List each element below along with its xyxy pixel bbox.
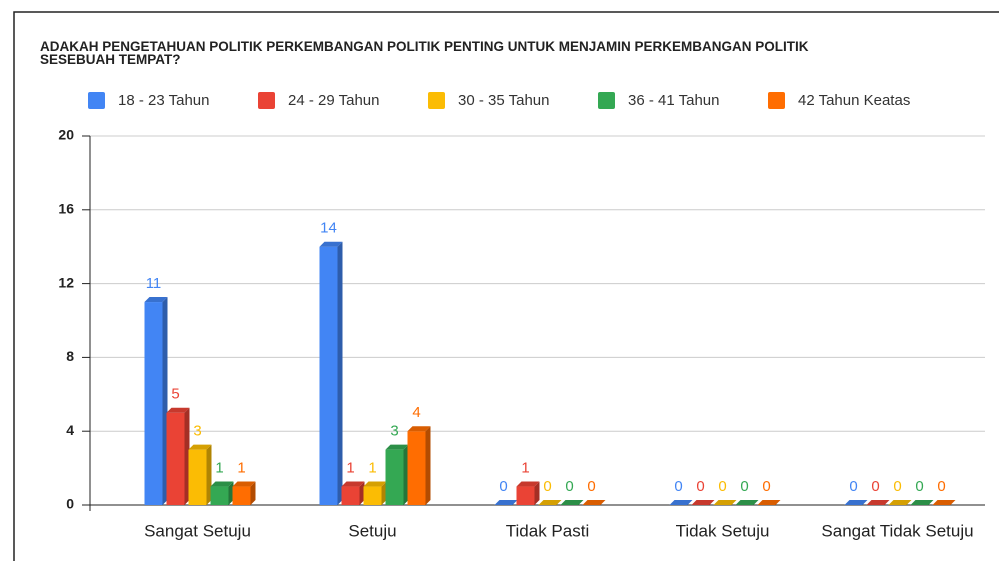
bar-top: [669, 500, 693, 505]
legend-swatch: [88, 92, 105, 109]
x-tick-label: Tidak Pasti: [506, 521, 589, 540]
bar: [385, 449, 404, 505]
data-label: 1: [521, 460, 529, 477]
bar: [341, 486, 360, 505]
bar-top: [757, 500, 781, 505]
data-label: 0: [718, 478, 726, 495]
data-label: 3: [390, 423, 398, 440]
bar-top: [188, 444, 212, 450]
bar-top: [866, 500, 890, 505]
bar-top: [691, 500, 715, 505]
bar-top: [516, 481, 540, 487]
bar-side: [184, 407, 190, 505]
x-tick-label: Tidak Setuju: [676, 521, 770, 540]
legend-label: 42 Tahun Keatas: [798, 92, 910, 109]
bar-top: [735, 500, 759, 505]
bar-top: [210, 481, 234, 487]
y-tick-label: 8: [66, 348, 74, 364]
bar-top: [166, 407, 190, 413]
data-label: 3: [193, 423, 201, 440]
data-label: 1: [368, 460, 376, 477]
y-tick-label: 16: [58, 201, 74, 217]
data-label: 0: [871, 478, 879, 495]
data-label: 0: [937, 478, 945, 495]
data-label: 0: [893, 478, 901, 495]
bar-top: [932, 500, 956, 505]
data-label: 11: [146, 275, 162, 292]
data-label: 0: [740, 478, 748, 495]
bar-side: [381, 481, 387, 505]
bar: [144, 302, 163, 505]
y-tick-label: 4: [66, 422, 74, 438]
bar: [319, 246, 338, 505]
y-tick-label: 0: [66, 496, 74, 512]
x-tick-label: Sangat Tidak Setuju: [821, 521, 973, 540]
data-label: 0: [543, 478, 551, 495]
bar-top: [385, 444, 409, 450]
legend-label: 18 - 23 Tahun: [118, 92, 209, 109]
bar-side: [250, 481, 256, 505]
data-label: 0: [762, 478, 770, 495]
data-label: 14: [320, 220, 337, 237]
bar-top: [341, 481, 365, 487]
data-label: 4: [412, 404, 420, 421]
bar: [210, 486, 229, 505]
legend-swatch: [428, 92, 445, 109]
data-label: 5: [171, 386, 179, 403]
bar-side: [162, 297, 168, 505]
bar: [188, 449, 207, 505]
legend-swatch: [598, 92, 615, 109]
bar-top: [844, 500, 868, 505]
x-tick-label: Setuju: [348, 521, 396, 540]
data-label: 0: [696, 478, 704, 495]
y-tick-label: 12: [58, 274, 74, 290]
bar-top: [407, 426, 431, 432]
data-label: 1: [237, 460, 245, 477]
bar-side: [403, 444, 409, 505]
data-label: 0: [915, 478, 923, 495]
bar: [166, 412, 185, 505]
data-label: 0: [587, 478, 595, 495]
bar-side: [228, 481, 234, 505]
bar-side: [534, 481, 540, 505]
data-label: 1: [215, 460, 223, 477]
bar: [407, 431, 426, 505]
bar-top: [232, 481, 256, 487]
data-label: 0: [565, 478, 573, 495]
legend-swatch: [768, 92, 785, 109]
x-tick-label: Sangat Setuju: [144, 521, 251, 540]
legend-label: 30 - 35 Tahun: [458, 92, 549, 109]
chart-title: ADAKAH PENGETAHUAN POLITIK PERKEMBANGAN …: [40, 39, 809, 67]
legend-swatch: [258, 92, 275, 109]
bar: [232, 486, 251, 505]
data-label: 1: [346, 460, 354, 477]
data-label: 0: [499, 478, 507, 495]
bar-top: [538, 500, 562, 505]
bar-side: [425, 426, 431, 505]
bar-top: [910, 500, 934, 505]
bar-top: [560, 500, 584, 505]
bar-top: [363, 481, 387, 487]
y-tick-label: 20: [58, 127, 74, 143]
legend-label: 36 - 41 Tahun: [628, 92, 719, 109]
bar-top: [888, 500, 912, 505]
bar-side: [337, 241, 343, 505]
bar: [363, 486, 382, 505]
legend-label: 24 - 29 Tahun: [288, 92, 379, 109]
bar-top: [582, 500, 606, 505]
bar-top: [319, 241, 343, 247]
bar-top: [713, 500, 737, 505]
bar-top: [494, 500, 518, 505]
data-label: 0: [849, 478, 857, 495]
data-label: 0: [674, 478, 682, 495]
bar-side: [359, 481, 365, 505]
bar-top: [144, 297, 168, 303]
frame: [13, 11, 999, 561]
bar-side: [206, 444, 212, 505]
bar: [516, 486, 535, 505]
